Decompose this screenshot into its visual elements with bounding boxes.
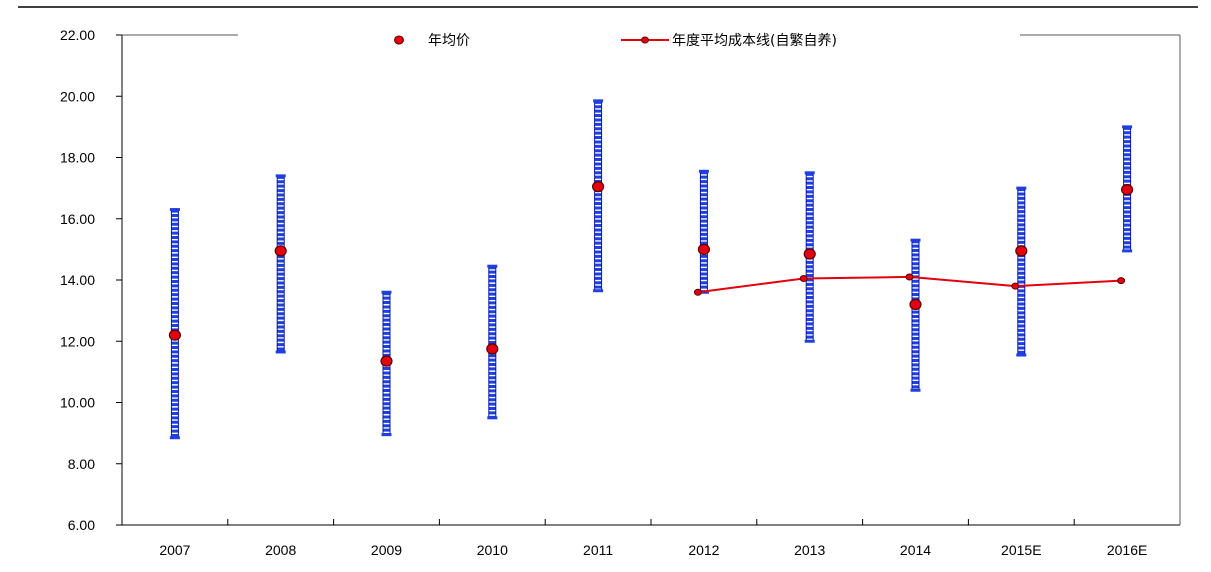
cost-line-point — [799, 274, 808, 282]
x-tick-label: 2009 — [371, 542, 402, 558]
legend-label-cost-line: 年度平均成本线(自繁自养) — [672, 33, 837, 49]
range-bar-2012 — [698, 169, 709, 294]
average-price-point-2011 — [591, 180, 605, 193]
x-tick-label: 2010 — [477, 542, 508, 558]
average-price-point-2015E — [1015, 245, 1028, 257]
range-bar-2007 — [169, 208, 180, 440]
average-price-point-2014 — [909, 298, 922, 311]
cost-line-series — [693, 273, 1126, 296]
y-tick-label: 12.00 — [60, 333, 95, 349]
legend: 年均价 年度平均成本线(自繁自养) — [238, 22, 1020, 56]
y-tick-label: 18.00 — [60, 150, 95, 166]
range-bar-2015E — [1016, 186, 1027, 357]
y-tick-label: 6.00 — [68, 517, 95, 533]
legend-marker-cost — [641, 36, 649, 44]
range-bar-2011 — [593, 99, 604, 293]
x-tick-label: 2014 — [900, 542, 931, 558]
average-price-point-2016E — [1120, 184, 1134, 196]
range-bar-2010 — [487, 264, 498, 420]
average-price-point-2010 — [486, 343, 499, 355]
x-tick-label: 2007 — [159, 542, 190, 558]
y-tick-label: 16.00 — [60, 211, 95, 227]
legend-label-average-price: 年均价 — [428, 33, 470, 49]
x-tick-label: 2016E — [1107, 542, 1147, 558]
cost-line-point — [905, 273, 914, 281]
x-tick-label: 2008 — [265, 542, 296, 558]
average-price-point-2013 — [803, 248, 816, 260]
x-tick-label: 2011 — [583, 542, 613, 558]
x-axis: 2007 2008 2009 2010 2011 2012 2013 2014 2015E 201… — [159, 519, 1147, 558]
y-tick-label: 8.00 — [68, 456, 95, 472]
legend-marker-average-price — [394, 35, 404, 45]
price-range-bars — [169, 99, 1133, 440]
average-price-point-2012 — [697, 243, 711, 255]
y-tick-label: 20.00 — [60, 88, 95, 104]
y-tick-label: 14.00 — [60, 272, 95, 288]
cost-line-point — [1117, 277, 1126, 285]
cost-line-point — [693, 288, 702, 296]
cost-line-point — [1011, 282, 1020, 290]
range-bar-2008 — [275, 174, 286, 354]
average-price-series — [168, 180, 1134, 367]
y-tick-label: 10.00 — [60, 395, 95, 411]
average-price-point-2008 — [274, 245, 287, 257]
range-bar-2014 — [910, 238, 921, 392]
x-tick-label: 2012 — [688, 542, 719, 558]
average-price-point-2009 — [380, 355, 393, 367]
x-tick-label: 2015E — [1001, 542, 1041, 558]
x-tick-label: 2013 — [794, 542, 825, 558]
y-tick-label: 22.00 — [60, 27, 95, 43]
average-price-point-2007 — [168, 329, 181, 341]
y-axis: 6.00 8.00 10.00 12.00 14.00 16.00 18.00 20.00 22… — [60, 27, 122, 533]
